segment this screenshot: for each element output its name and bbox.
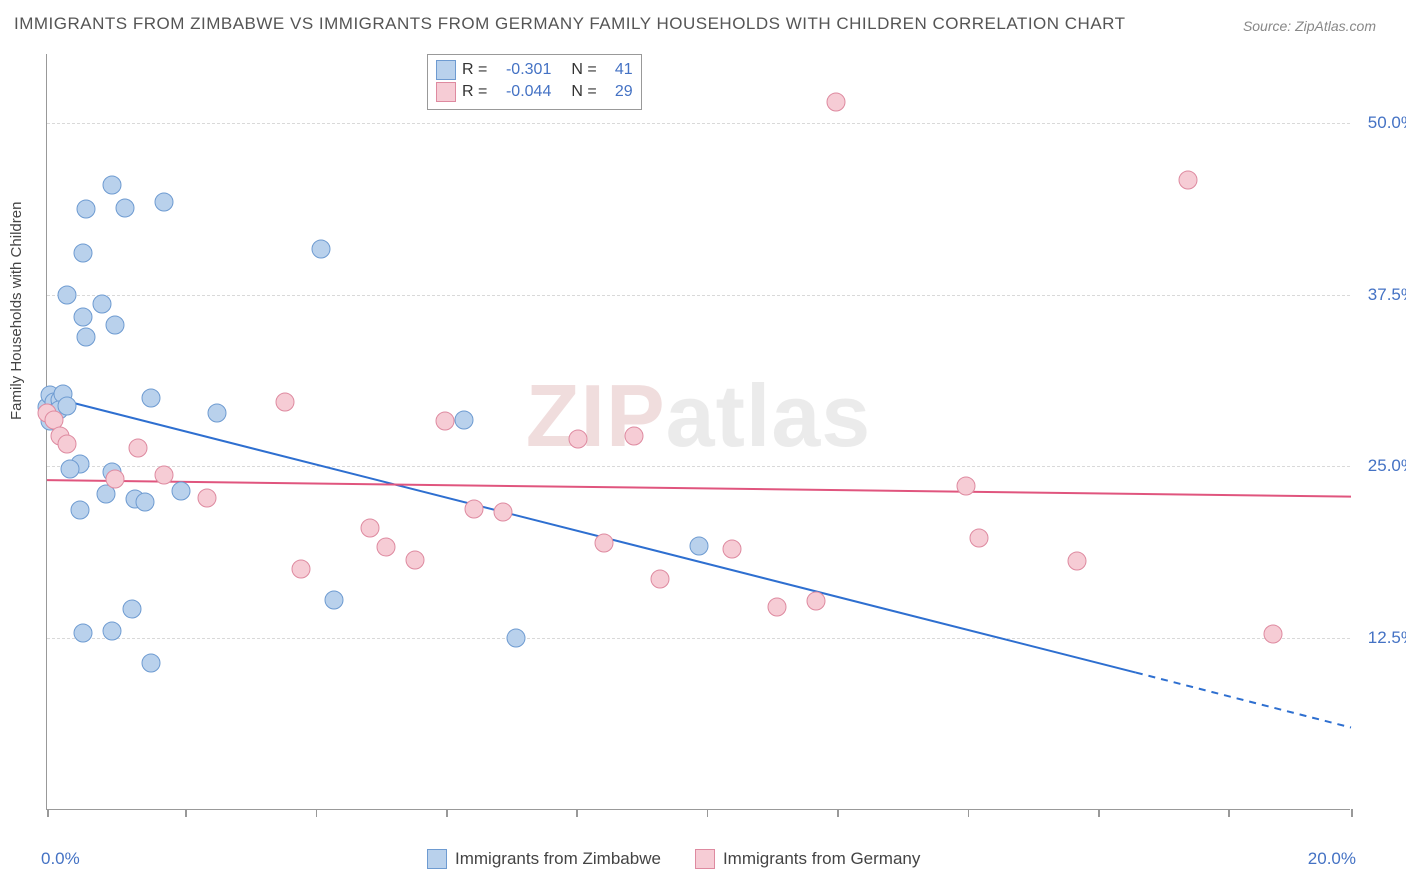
r-label: R = bbox=[462, 83, 487, 101]
x-tick bbox=[316, 809, 318, 817]
r-value-germany: -0.044 bbox=[493, 83, 551, 101]
point-germany bbox=[1068, 552, 1087, 571]
x-tick bbox=[185, 809, 187, 817]
n-label: N = bbox=[571, 83, 596, 101]
x-tick bbox=[1098, 809, 1100, 817]
correlation-legend-box: R = -0.301 N = 41 R = -0.044 N = 29 bbox=[427, 54, 642, 110]
x-axis-min-label: 0.0% bbox=[41, 849, 80, 869]
x-tick bbox=[837, 809, 839, 817]
point-germany bbox=[197, 488, 216, 507]
point-zimbabwe bbox=[106, 315, 125, 334]
point-germany bbox=[406, 550, 425, 569]
point-zimbabwe bbox=[73, 623, 92, 642]
point-zimbabwe bbox=[77, 200, 96, 219]
point-germany bbox=[292, 560, 311, 579]
x-tick bbox=[47, 809, 49, 817]
point-germany bbox=[465, 499, 484, 518]
point-germany bbox=[768, 597, 787, 616]
point-germany bbox=[957, 476, 976, 495]
x-tick bbox=[968, 809, 970, 817]
n-label: N = bbox=[571, 61, 596, 79]
point-zimbabwe bbox=[57, 285, 76, 304]
legend-item-germany: Immigrants from Germany bbox=[695, 849, 920, 869]
plot-area: ZIPatlas 12.5%25.0%37.5%50.0% R = -0.301… bbox=[46, 54, 1350, 810]
point-germany bbox=[1263, 625, 1282, 644]
legend-label-germany: Immigrants from Germany bbox=[723, 849, 920, 869]
point-germany bbox=[377, 538, 396, 557]
gridline bbox=[47, 295, 1350, 296]
x-axis-max-label: 20.0% bbox=[1308, 849, 1356, 869]
point-germany bbox=[624, 427, 643, 446]
point-germany bbox=[722, 539, 741, 558]
n-value-zimbabwe: 41 bbox=[603, 61, 633, 79]
point-zimbabwe bbox=[324, 590, 343, 609]
legend-row-germany: R = -0.044 N = 29 bbox=[436, 81, 633, 103]
point-germany bbox=[106, 469, 125, 488]
y-tick-label: 25.0% bbox=[1368, 456, 1406, 476]
point-germany bbox=[970, 528, 989, 547]
point-zimbabwe bbox=[122, 600, 141, 619]
point-germany bbox=[155, 465, 174, 484]
swatch-zimbabwe-icon bbox=[427, 849, 447, 869]
legend-item-zimbabwe: Immigrants from Zimbabwe bbox=[427, 849, 661, 869]
point-zimbabwe bbox=[142, 653, 161, 672]
point-germany bbox=[595, 534, 614, 553]
chart-title: IMMIGRANTS FROM ZIMBABWE VS IMMIGRANTS F… bbox=[14, 14, 1126, 34]
point-zimbabwe bbox=[690, 537, 709, 556]
bottom-legend: Immigrants from Zimbabwe Immigrants from… bbox=[427, 849, 920, 869]
r-value-zimbabwe: -0.301 bbox=[493, 61, 551, 79]
point-germany bbox=[435, 412, 454, 431]
point-zimbabwe bbox=[135, 493, 154, 512]
n-value-germany: 29 bbox=[603, 83, 633, 101]
legend-label-zimbabwe: Immigrants from Zimbabwe bbox=[455, 849, 661, 869]
gridline bbox=[47, 123, 1350, 124]
point-zimbabwe bbox=[93, 295, 112, 314]
point-germany bbox=[494, 502, 513, 521]
source-attribution: Source: ZipAtlas.com bbox=[1243, 18, 1376, 34]
point-germany bbox=[57, 435, 76, 454]
y-tick-label: 12.5% bbox=[1368, 628, 1406, 648]
y-tick-label: 37.5% bbox=[1368, 285, 1406, 305]
point-zimbabwe bbox=[73, 307, 92, 326]
swatch-germany-icon bbox=[436, 82, 456, 102]
point-zimbabwe bbox=[103, 175, 122, 194]
y-axis-label: Family Households with Children bbox=[8, 202, 25, 420]
point-zimbabwe bbox=[116, 198, 135, 217]
swatch-germany-icon bbox=[695, 849, 715, 869]
point-zimbabwe bbox=[103, 622, 122, 641]
point-zimbabwe bbox=[171, 482, 190, 501]
x-tick bbox=[576, 809, 578, 817]
point-zimbabwe bbox=[60, 460, 79, 479]
watermark: ZIPatlas bbox=[526, 365, 871, 467]
point-zimbabwe bbox=[155, 193, 174, 212]
x-tick bbox=[446, 809, 448, 817]
point-zimbabwe bbox=[455, 410, 474, 429]
point-zimbabwe bbox=[207, 403, 226, 422]
x-tick bbox=[707, 809, 709, 817]
point-germany bbox=[650, 570, 669, 589]
point-zimbabwe bbox=[70, 501, 89, 520]
gridline bbox=[47, 638, 1350, 639]
point-zimbabwe bbox=[311, 240, 330, 259]
legend-row-zimbabwe: R = -0.301 N = 41 bbox=[436, 59, 633, 81]
trend-lines bbox=[47, 54, 1350, 809]
y-tick-label: 50.0% bbox=[1368, 113, 1406, 133]
point-germany bbox=[569, 429, 588, 448]
point-germany bbox=[826, 93, 845, 112]
x-tick bbox=[1228, 809, 1230, 817]
point-germany bbox=[275, 392, 294, 411]
point-germany bbox=[360, 519, 379, 538]
point-zimbabwe bbox=[73, 244, 92, 263]
gridline bbox=[47, 466, 1350, 467]
point-zimbabwe bbox=[77, 328, 96, 347]
point-zimbabwe bbox=[142, 388, 161, 407]
x-tick bbox=[1351, 809, 1353, 817]
r-label: R = bbox=[462, 61, 487, 79]
point-germany bbox=[807, 592, 826, 611]
swatch-zimbabwe-icon bbox=[436, 60, 456, 80]
point-germany bbox=[129, 439, 148, 458]
point-zimbabwe bbox=[507, 629, 526, 648]
point-germany bbox=[1179, 171, 1198, 190]
